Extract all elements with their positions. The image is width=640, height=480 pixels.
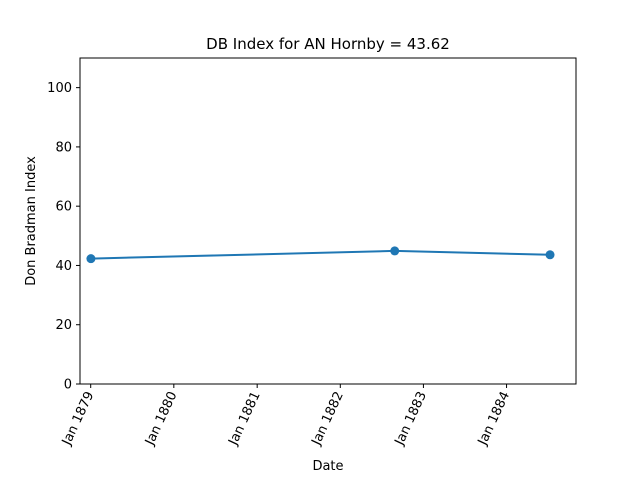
y-tick-label: 0 [64,378,72,393]
x-axis-label: Date [312,459,343,474]
y-tick-label: 80 [55,140,72,155]
chart-title: DB Index for AN Hornby = 43.62 [206,35,450,53]
y-tick-label: 60 [55,200,72,215]
plot-area [79,57,577,385]
series-layer [86,246,555,264]
y-tick-label: 40 [55,259,72,274]
y-tick-label: 20 [55,318,72,333]
y-tick-label: 100 [47,81,72,96]
data-point [390,246,400,256]
y-axis-label: Don Bradman Index [24,156,39,286]
data-point [545,250,555,260]
y-axis: 0 20 40 60 80 100 [47,81,80,393]
data-point [86,254,96,264]
